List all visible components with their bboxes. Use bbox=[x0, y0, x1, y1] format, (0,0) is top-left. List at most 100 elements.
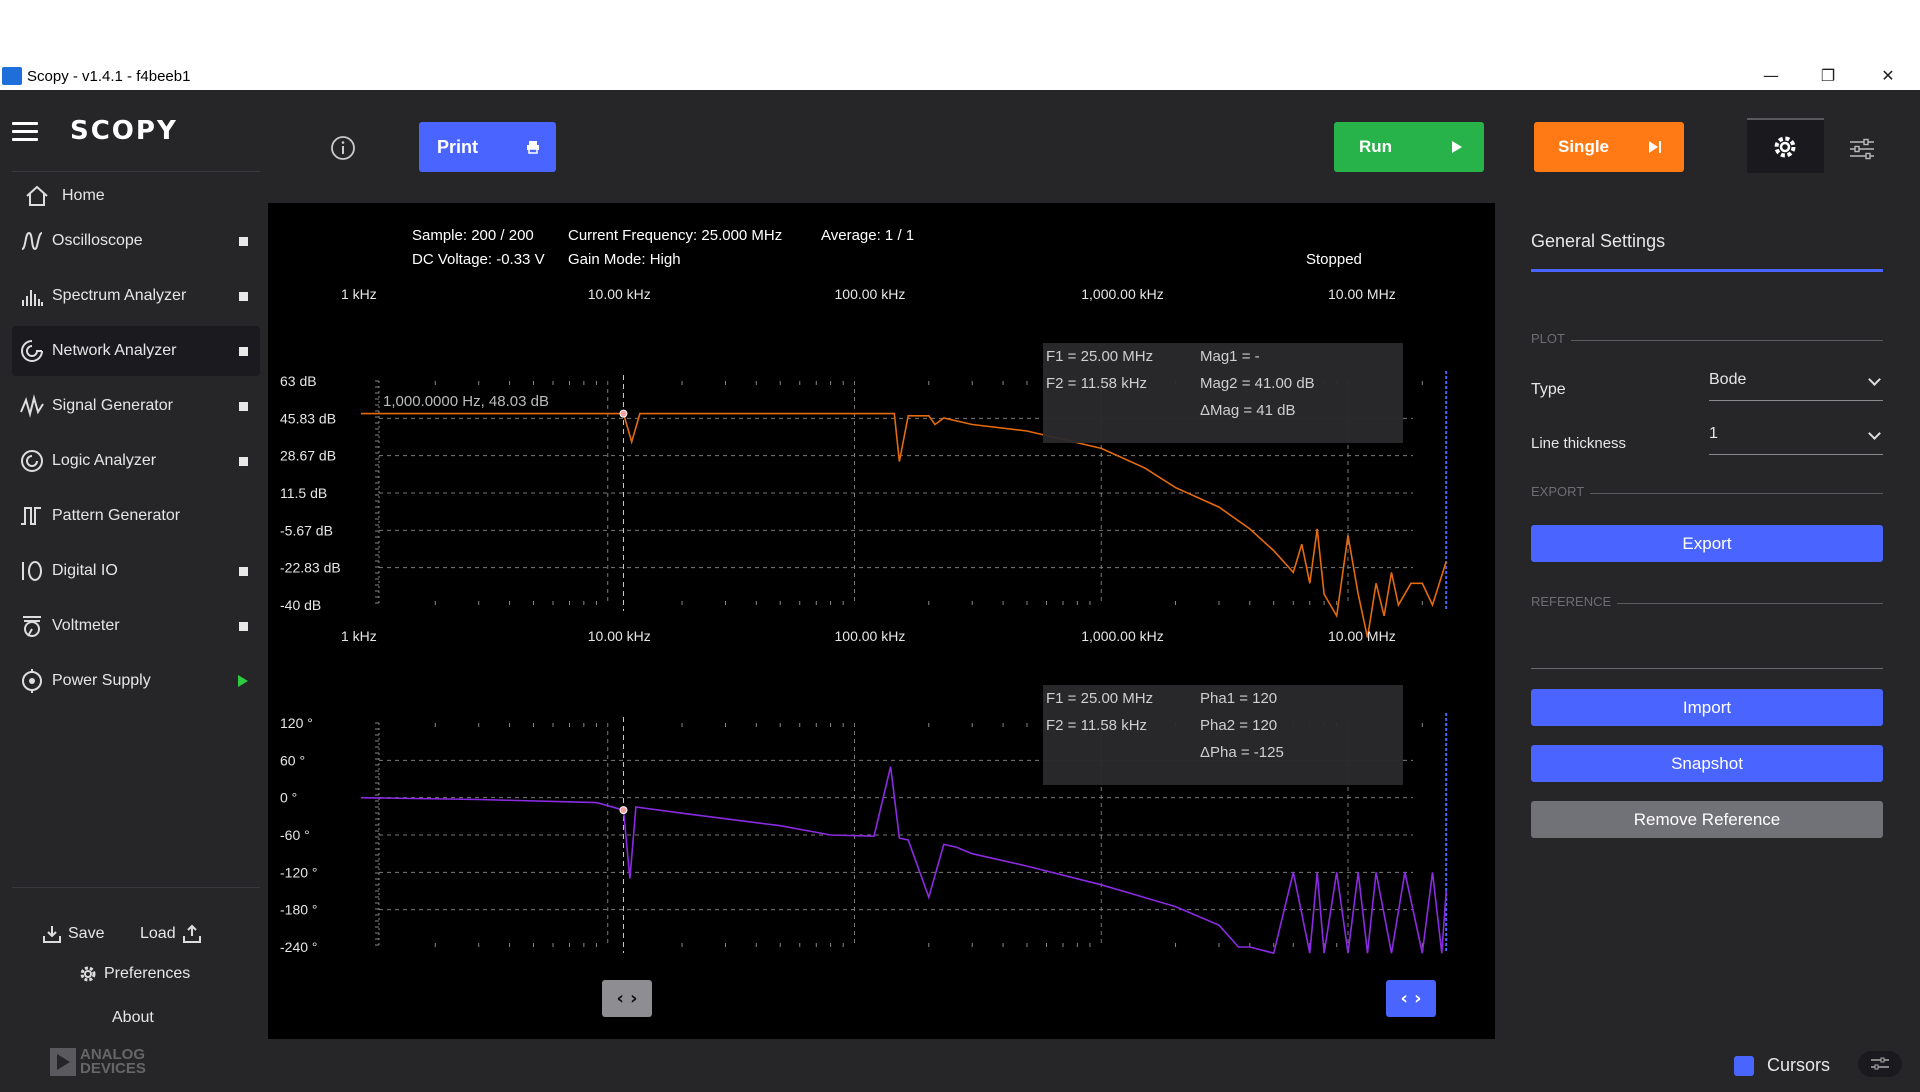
x-tick-label: 10.00 MHz bbox=[1328, 628, 1396, 644]
single-button[interactable]: Single bbox=[1534, 122, 1684, 172]
menu-settings-button[interactable] bbox=[1849, 138, 1875, 164]
preferences-button[interactable]: Preferences bbox=[78, 964, 190, 984]
cursor-readout-text: F2 = 11.58 kHz bbox=[1046, 717, 1147, 734]
step-forward-icon bbox=[1649, 141, 1661, 153]
x-tick-label: 1,000.00 kHz bbox=[1081, 286, 1164, 302]
import-button[interactable]: Import bbox=[1531, 689, 1883, 726]
close-icon[interactable]: ✕ bbox=[1881, 66, 1895, 85]
cursor-f2-handle[interactable]: ‹ › bbox=[602, 980, 652, 1017]
cursors-checkbox[interactable] bbox=[1734, 1056, 1754, 1076]
play-indicator-icon[interactable] bbox=[238, 675, 248, 687]
sidebar-item-label: Digital IO bbox=[52, 562, 118, 579]
vendor-line-1: ANALOG bbox=[80, 1046, 145, 1063]
line-thickness-select[interactable]: 1 bbox=[1709, 425, 1883, 455]
menu-icon[interactable] bbox=[12, 122, 38, 141]
marker-label: 1,000.0000 Hz, 48.03 dB bbox=[383, 393, 549, 410]
chevron-down-icon bbox=[1868, 373, 1881, 386]
about-button[interactable]: About bbox=[112, 1009, 154, 1026]
play-icon bbox=[1452, 141, 1462, 153]
sidebar-item-home[interactable]: Home bbox=[12, 176, 260, 216]
gear-icon bbox=[80, 966, 96, 982]
y-tick-label: 120 ° bbox=[280, 715, 313, 731]
y-tick-label: 0 ° bbox=[280, 790, 297, 806]
sidebar-item-logic-analyzer[interactable]: Logic Analyzer bbox=[12, 436, 260, 486]
x-tick-label: 10.00 kHz bbox=[588, 628, 651, 644]
plot-type-select[interactable]: Bode bbox=[1709, 371, 1883, 401]
x-tick-label: 100.00 kHz bbox=[835, 628, 906, 644]
signal-generator-icon bbox=[12, 394, 52, 418]
logic-analyzer-icon bbox=[12, 448, 52, 474]
line-thickness-label: Line thickness bbox=[1531, 435, 1627, 452]
digital-io-icon bbox=[12, 559, 52, 583]
info-button[interactable] bbox=[330, 135, 356, 165]
snapshot-button[interactable]: Snapshot bbox=[1531, 745, 1883, 782]
stop-indicator-icon[interactable] bbox=[239, 621, 248, 631]
sliders-icon bbox=[1850, 138, 1874, 160]
sidebar-item-label: Oscilloscope bbox=[52, 232, 143, 249]
stop-indicator-icon[interactable] bbox=[239, 346, 248, 356]
general-settings-toggle[interactable] bbox=[1747, 118, 1824, 173]
bode-plots[interactable]: 63 dB 45.83 dB 28.67 dB 11.5 dB -5.67 dB -22.… bbox=[268, 203, 1495, 1039]
x-tick-label: 100.00 kHz bbox=[835, 286, 906, 302]
stop-indicator-icon[interactable] bbox=[239, 236, 248, 246]
stop-indicator-icon[interactable] bbox=[239, 401, 248, 411]
pattern-generator-icon bbox=[12, 504, 52, 528]
remove-reference-button[interactable]: Remove Reference bbox=[1531, 801, 1883, 838]
sidebar-item-voltmeter[interactable]: Voltmeter bbox=[12, 601, 260, 651]
sample-status: Sample: 200 / 200 bbox=[412, 227, 534, 244]
sidebar-item-label: Signal Generator bbox=[52, 397, 173, 414]
plot-section-label: PLOT bbox=[1531, 331, 1571, 346]
series-line bbox=[361, 412, 1447, 638]
cursor-f1-handle[interactable]: ‹ › bbox=[1386, 980, 1436, 1017]
sidebar-item-digital-io[interactable]: Digital IO bbox=[12, 546, 260, 596]
dc-voltage-status: DC Voltage: -0.33 V bbox=[412, 251, 545, 268]
cursors-settings-button[interactable] bbox=[1858, 1051, 1902, 1077]
x-tick-label: 1 kHz bbox=[341, 628, 377, 644]
y-tick-label: 28.67 dB bbox=[280, 448, 336, 464]
cursor-readout-text: ΔPha = -125 bbox=[1200, 744, 1284, 761]
stop-indicator-icon[interactable] bbox=[239, 456, 248, 466]
preferences-label: Preferences bbox=[104, 965, 191, 982]
y-tick-label: 11.5 dB bbox=[280, 485, 327, 501]
y-tick-label: 63 dB bbox=[280, 373, 317, 389]
cursor-readout-text: Pha1 = 120 bbox=[1200, 690, 1277, 707]
sidebar-item-network-analyzer[interactable]: Network Analyzer bbox=[12, 326, 260, 376]
export-section-header: EXPORT bbox=[1531, 484, 1883, 499]
window-title: Scopy - v1.4.1 - f4beeb1 bbox=[27, 68, 191, 85]
sidebar-item-oscilloscope[interactable]: Oscilloscope bbox=[12, 216, 260, 266]
sidebar-item-label: Pattern Generator bbox=[52, 507, 181, 524]
desktop-background bbox=[0, 0, 1920, 64]
analog-devices-mark-icon bbox=[50, 1048, 76, 1076]
stop-indicator-icon[interactable] bbox=[239, 291, 248, 301]
sidebar-item-spectrum-analyzer[interactable]: Spectrum Analyzer bbox=[12, 271, 260, 321]
run-button[interactable]: Run bbox=[1334, 122, 1484, 172]
sidebar-item-signal-generator[interactable]: Signal Generator bbox=[12, 381, 260, 431]
restore-icon[interactable]: ❐ bbox=[1820, 66, 1836, 85]
download-icon bbox=[43, 926, 61, 943]
gear-icon bbox=[1774, 136, 1796, 158]
cursor-readout-text: Pha2 = 120 bbox=[1200, 717, 1277, 734]
save-button[interactable]: Save bbox=[42, 924, 104, 944]
cursor-point bbox=[619, 806, 628, 815]
sidebar-item-power-supply[interactable]: Power Supply bbox=[12, 656, 260, 706]
reference-list[interactable] bbox=[1531, 668, 1883, 669]
left-right-arrows-icon: ‹ › bbox=[1400, 988, 1422, 1009]
window-titlebar[interactable]: Scopy - v1.4.1 - f4beeb1 — ❐ ✕ bbox=[0, 64, 1920, 90]
home-label: Home bbox=[62, 187, 105, 204]
cursor-readout-text: Mag2 = 41.00 dB bbox=[1200, 375, 1315, 392]
sidebar-item-pattern-generator[interactable]: Pattern Generator bbox=[12, 491, 260, 541]
print-button[interactable]: Print bbox=[419, 122, 556, 172]
bottom-bar: Cursors bbox=[268, 1039, 1920, 1092]
y-tick-label: -180 ° bbox=[280, 902, 318, 918]
oscilloscope-icon bbox=[12, 229, 52, 253]
stop-indicator-icon[interactable] bbox=[239, 566, 248, 576]
scopy-logo: SCOPY bbox=[70, 116, 178, 146]
export-button[interactable]: Export bbox=[1531, 525, 1883, 562]
x-tick-label: 1,000.00 kHz bbox=[1081, 628, 1164, 644]
sidebar-item-label: Spectrum Analyzer bbox=[52, 287, 187, 304]
type-label: Type bbox=[1531, 381, 1566, 398]
export-section-label: EXPORT bbox=[1531, 484, 1591, 499]
load-button[interactable]: Load bbox=[140, 924, 202, 944]
minimize-icon[interactable]: — bbox=[1763, 66, 1779, 85]
network-analyzer-icon bbox=[12, 338, 52, 364]
